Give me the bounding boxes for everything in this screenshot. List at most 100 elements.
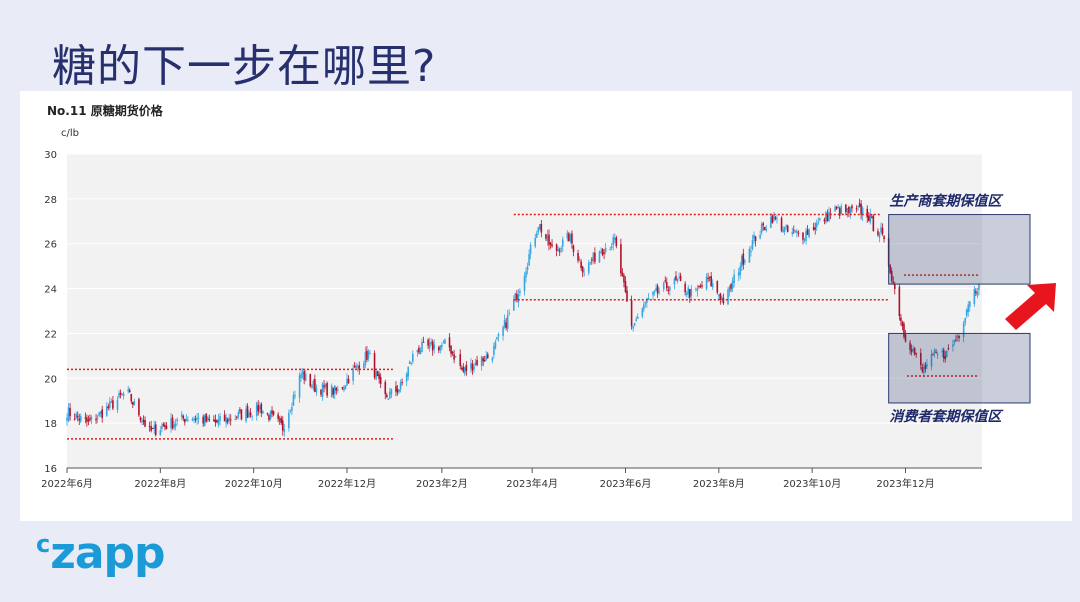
candle-body: [184, 419, 186, 423]
candle-body: [815, 223, 818, 228]
candle-body: [652, 291, 654, 296]
candle-body: [760, 224, 763, 233]
candle-body: [910, 349, 913, 352]
candle-body: [835, 206, 838, 209]
candle-body: [776, 218, 778, 220]
candle-body: [526, 266, 529, 270]
candle-body: [142, 419, 145, 423]
candle-body: [785, 225, 787, 227]
candle-body: [398, 389, 400, 392]
candle-body: [647, 297, 650, 300]
candle-body: [613, 238, 616, 240]
candle-body: [580, 261, 582, 268]
y-tick-label: 16: [44, 464, 57, 475]
candle-body: [669, 287, 671, 291]
x-tick-label: 2023年12月: [876, 477, 934, 490]
candle-body: [881, 228, 884, 235]
candle-body: [624, 281, 627, 292]
candle-body: [890, 270, 893, 281]
candle-body: [164, 425, 166, 427]
candle-body: [226, 419, 229, 423]
candle-body: [304, 373, 307, 381]
candle-body: [944, 356, 947, 360]
candle-body: [203, 415, 206, 426]
candle-body: [880, 227, 882, 233]
candle-body: [171, 417, 174, 429]
candle-body: [557, 249, 559, 252]
candle-body: [936, 354, 939, 356]
candle-body: [551, 244, 553, 247]
candle-body: [291, 406, 293, 411]
candle-body: [978, 284, 980, 290]
candle-body: [632, 326, 634, 329]
candle-body: [139, 417, 142, 421]
candle-body: [376, 371, 379, 377]
candle-body: [930, 354, 933, 367]
candle-body: [707, 277, 709, 279]
candle-body: [921, 366, 924, 372]
candle-body: [667, 289, 670, 292]
candle-body: [834, 206, 836, 212]
candle-body: [138, 399, 140, 416]
candle-body: [363, 363, 365, 369]
x-tick-label: 2022年6月: [41, 477, 93, 490]
candle-body: [975, 291, 977, 294]
candle-body: [923, 367, 925, 374]
candle-body: [196, 418, 198, 420]
candle-body: [858, 203, 861, 207]
candle-body: [332, 388, 335, 395]
logo-main: zapp: [50, 528, 165, 579]
candle-body: [796, 230, 798, 233]
candle-body: [266, 412, 269, 414]
y-tick-label: 30: [44, 150, 57, 161]
candle-body: [246, 406, 249, 418]
candle-body: [817, 221, 820, 223]
candle-body: [626, 290, 628, 302]
candle-body: [389, 391, 391, 399]
candle-body: [733, 274, 735, 284]
candle-body: [578, 259, 581, 261]
x-tick-label: 2023年4月: [506, 477, 558, 490]
candle-body: [519, 291, 521, 293]
candle-body: [555, 244, 558, 251]
candle-body: [589, 261, 592, 263]
candle-body: [346, 378, 348, 386]
candle-body: [636, 316, 639, 319]
x-tick-label: 2023年6月: [600, 477, 652, 490]
candle-body: [497, 333, 500, 337]
candle-body: [335, 387, 338, 391]
candle-body: [699, 285, 702, 288]
y-tick-label: 24: [44, 285, 57, 296]
candle-body: [86, 417, 88, 422]
candle-body: [548, 234, 550, 245]
candle-body: [141, 421, 143, 423]
hedging-zone-label: 消费者套期保值区: [889, 408, 1004, 425]
x-tick-label: 2022年12月: [318, 477, 376, 490]
candle-body: [792, 229, 795, 231]
x-tick-label: 2023年8月: [693, 477, 745, 490]
candle-body: [255, 402, 258, 417]
candle-body: [464, 367, 466, 374]
candle-body: [258, 405, 261, 410]
candle-body: [855, 208, 858, 210]
candle-body: [240, 409, 243, 420]
candle-body: [418, 347, 420, 353]
candle-body: [572, 245, 575, 252]
candle-body: [754, 236, 757, 242]
candle-body: [718, 295, 720, 297]
candle-body: [355, 365, 357, 368]
candle-body: [964, 318, 966, 324]
candle-body: [298, 375, 301, 398]
candle-body: [193, 418, 195, 420]
candle-body: [514, 293, 517, 300]
candle-body: [373, 353, 376, 378]
candle-body: [561, 239, 564, 247]
y-tick-label: 28: [44, 195, 57, 206]
hedging-zone-label: 生产商套期保值区: [889, 193, 1004, 210]
candle-body: [508, 312, 510, 314]
candle-body: [583, 273, 585, 275]
candle-body: [378, 374, 380, 379]
candle-body: [422, 341, 425, 343]
candle-body: [278, 419, 281, 421]
